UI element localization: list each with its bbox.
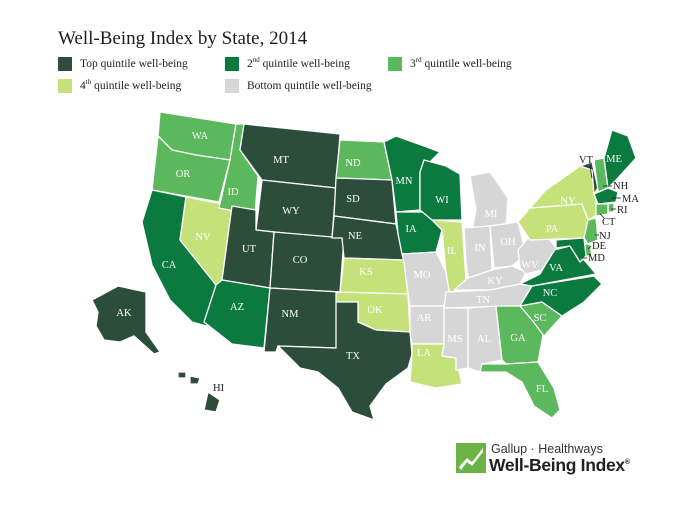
state-label-tx: TX <box>346 351 360 362</box>
state-label-mt: MT <box>273 155 289 166</box>
legend-label-second: 2nd quintile well-being <box>247 56 350 70</box>
state-label-ga: GA <box>510 333 526 344</box>
gallup-logo-mark-icon <box>456 443 486 473</box>
state-label-co: CO <box>293 255 308 266</box>
state-hi <box>177 371 221 413</box>
state-label-ca: CA <box>162 260 177 271</box>
state-label-nj: NJ <box>599 231 611 242</box>
legend-item-bottom: Bottom quintile well-being <box>225 78 372 94</box>
state-nd <box>335 139 393 181</box>
legend-item-second: 2nd quintile well-being <box>225 56 350 72</box>
state-label-ct: CT <box>602 217 616 228</box>
legend-item-fourth: 4th quintile well-being <box>58 78 181 94</box>
state-vt <box>579 161 599 195</box>
state-label-ny: NY <box>560 196 576 207</box>
state-shapes <box>91 111 637 421</box>
state-label-in: IN <box>474 243 485 254</box>
state-label-oh: OH <box>500 237 516 248</box>
state-label-mo: MO <box>414 270 431 281</box>
state-label-tn: TN <box>476 295 490 306</box>
state-label-wv: WV <box>521 260 539 271</box>
state-label-il: IL <box>447 246 457 257</box>
state-mi <box>469 171 509 231</box>
state-label-nd: ND <box>345 158 361 169</box>
legend-label-fourth: 4th quintile well-being <box>80 78 182 92</box>
legend-item-third: 3rd quintile well-being <box>388 56 512 72</box>
state-label-ri: RI <box>617 205 628 216</box>
state-label-pa: PA <box>546 224 559 235</box>
state-ks <box>339 257 409 295</box>
state-label-la: LA <box>417 348 431 359</box>
state-label-md: MD <box>588 253 605 264</box>
leader-de <box>587 245 592 250</box>
state-label-ok: OK <box>367 305 383 316</box>
state-label-me: ME <box>606 154 622 165</box>
state-label-fl: FL <box>536 384 548 395</box>
state-label-ar: AR <box>417 313 432 324</box>
state-label-wy: WY <box>282 206 300 217</box>
state-label-nv: NV <box>195 232 211 243</box>
state-md <box>555 237 587 263</box>
state-label-vt: VT <box>579 155 594 166</box>
state-label-ne: NE <box>348 231 362 242</box>
state-label-wi: WI <box>435 195 449 206</box>
state-label-hi: HI <box>213 383 225 394</box>
state-wi <box>419 159 463 221</box>
state-label-sc: SC <box>534 313 547 324</box>
state-fl <box>479 361 561 419</box>
state-label-de: DE <box>592 241 606 252</box>
legend-swatch-third <box>388 57 402 71</box>
state-label-mn: MN <box>396 176 413 187</box>
state-az <box>203 279 271 349</box>
state-label-ia: IA <box>405 224 416 235</box>
state-label-ky: KY <box>487 276 503 287</box>
state-label-ks: KS <box>359 267 373 278</box>
legend-swatch-bottom <box>225 79 239 93</box>
state-label-az: AZ <box>230 302 244 313</box>
state-tx <box>277 301 413 421</box>
legend-label-bottom: Bottom quintile well-being <box>247 80 372 92</box>
state-nm <box>263 287 341 353</box>
state-label-mi: MI <box>485 209 498 220</box>
leader-vt <box>589 165 593 179</box>
map-title: Well-Being Index by State, 2014 <box>58 28 308 49</box>
leader-ct <box>599 213 605 219</box>
state-ct <box>595 203 609 217</box>
state-ar <box>409 305 445 345</box>
state-labels: WA OR CA NV ID MT WY UT AZ CO NM ND SD N… <box>116 131 639 395</box>
state-ak <box>91 285 161 355</box>
state-label-or: OR <box>176 169 191 180</box>
state-label-id: ID <box>227 187 238 198</box>
state-ma <box>593 187 619 205</box>
legend-label-top: Top quintile well-being <box>80 58 188 70</box>
state-label-al: AL <box>477 334 491 345</box>
legend-item-top: Top quintile well-being <box>58 56 188 72</box>
state-label-ut: UT <box>242 244 257 255</box>
state-label-ms: MS <box>447 334 462 345</box>
state-label-ak: AK <box>116 308 132 319</box>
state-label-wa: WA <box>192 131 209 142</box>
logo-company-line: Gallup · Healthways <box>491 442 603 456</box>
state-label-sd: SD <box>346 194 360 205</box>
state-ri <box>607 202 615 213</box>
legend-swatch-top <box>58 57 72 71</box>
state-label-nc: NC <box>543 288 558 299</box>
state-nj <box>583 217 599 245</box>
state-label-ma: MA <box>622 194 639 205</box>
state-label-nm: NM <box>282 309 300 320</box>
state-label-va: VA <box>549 263 563 274</box>
state-label-nh: NH <box>613 181 629 192</box>
legend-label-third: 3rd quintile well-being <box>410 56 512 70</box>
logo-product-line: Well-Being Index® <box>489 455 630 475</box>
legend-swatch-fourth <box>58 79 72 93</box>
legend-swatch-second <box>225 57 239 71</box>
